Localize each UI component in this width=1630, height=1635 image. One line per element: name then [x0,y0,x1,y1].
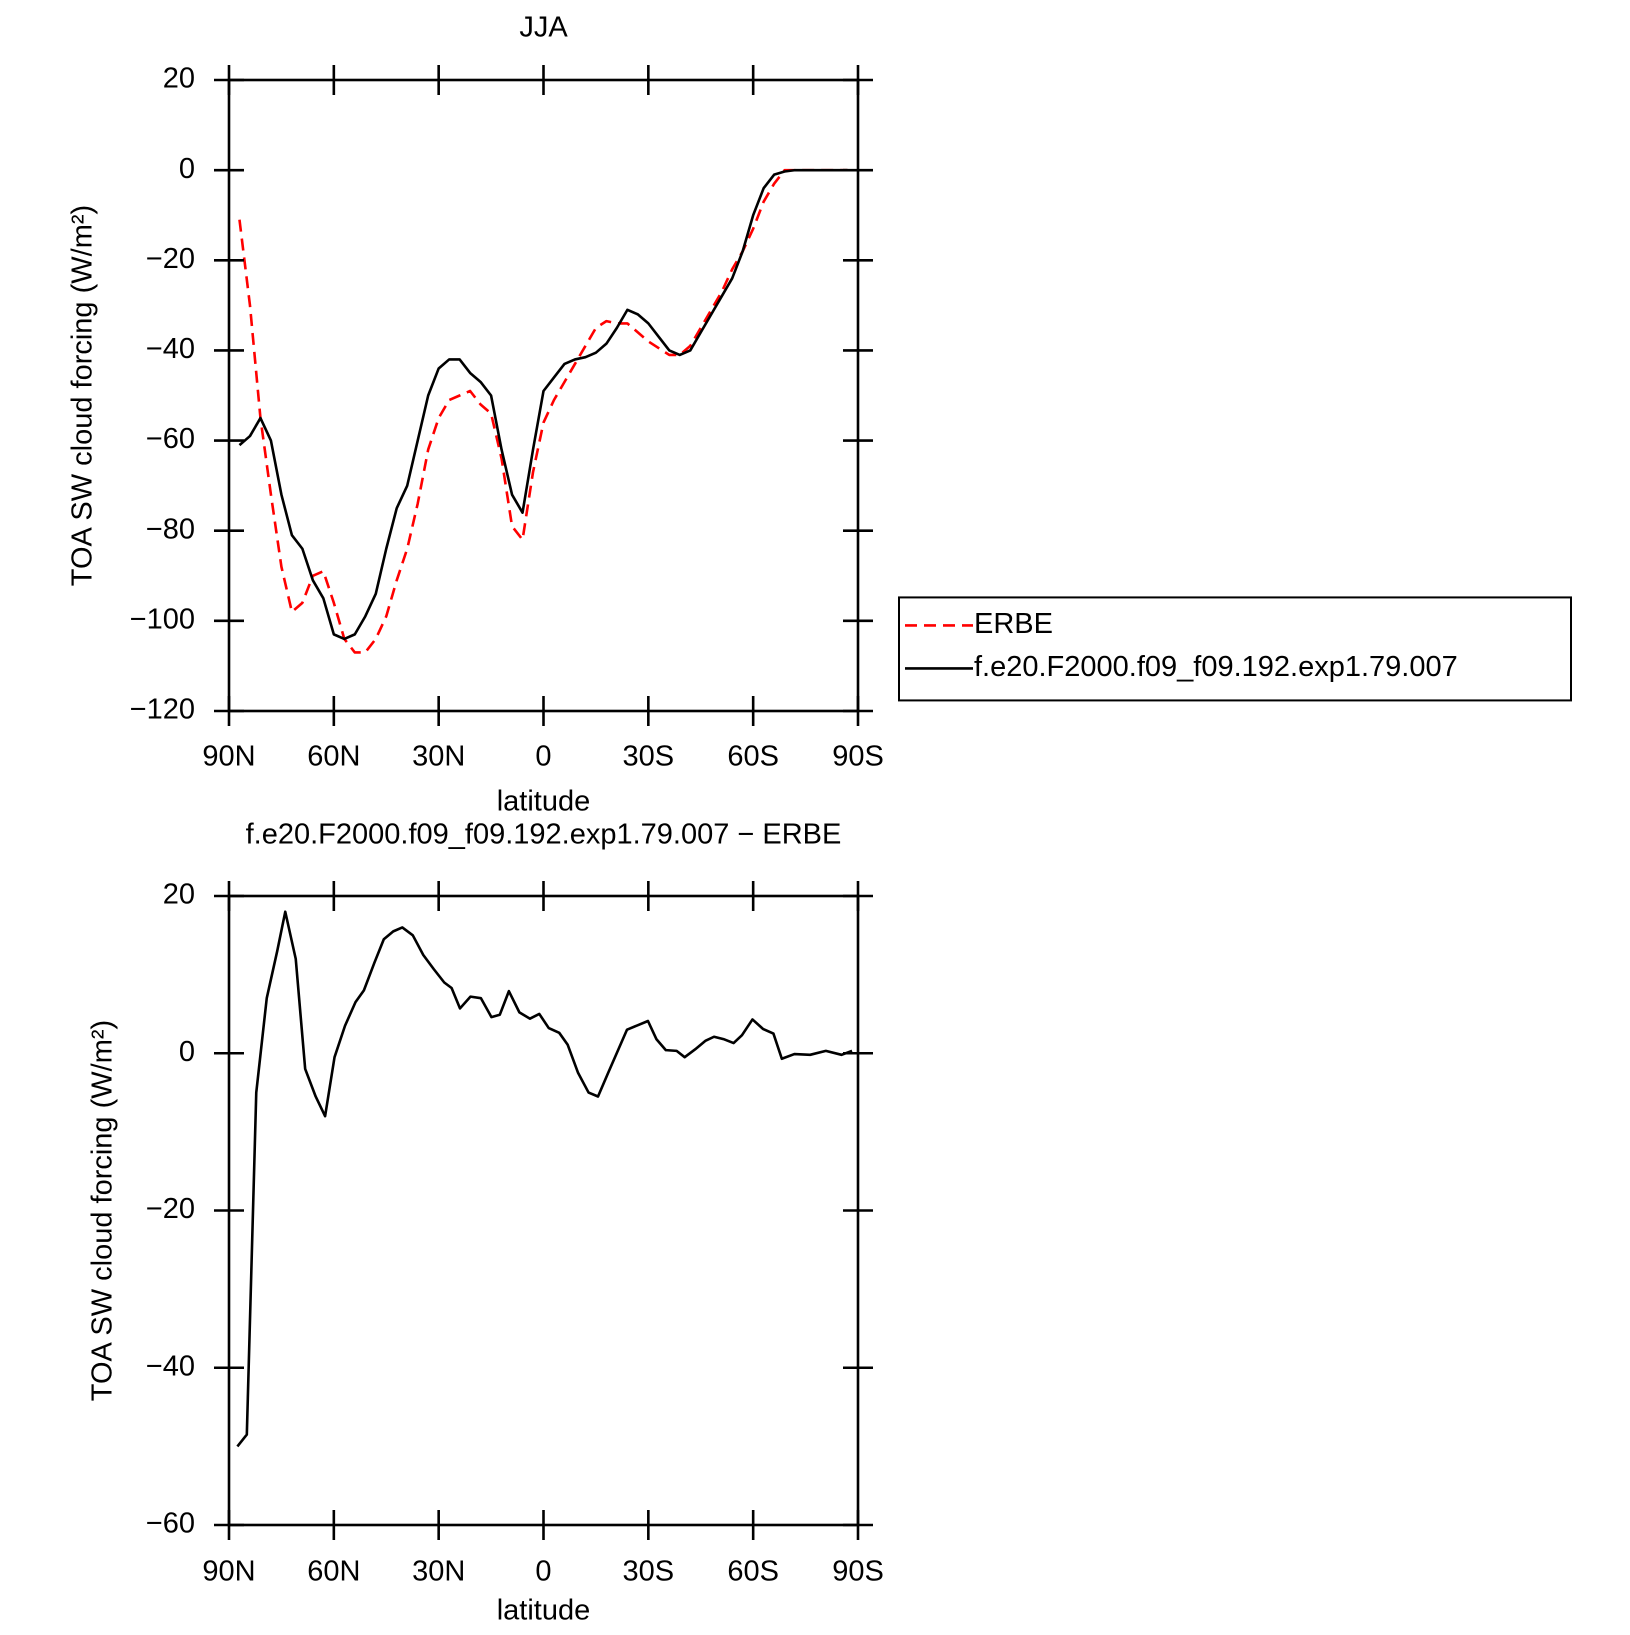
legend-label: f.e20.F2000.f09_f09.192.exp1.79.007 [974,651,1458,683]
x-tick-label: 60N [307,741,360,773]
y-tick-label: −60 [146,423,195,455]
y-tick-label: −100 [130,604,195,636]
y-tick-label: −80 [146,513,195,545]
x-tick-label: 90N [202,741,255,773]
legend-box [898,596,1572,702]
x-tick-label: 0 [535,1556,551,1588]
y-tick-label: −120 [130,694,195,726]
y-tick-label: 20 [163,879,195,911]
data-line [238,168,848,641]
x-tick-label: 60S [727,1556,779,1588]
plot-frame [227,894,860,1527]
y-tick-label: −40 [146,1350,195,1382]
x-tick-label: 30S [623,1556,675,1588]
y-tick-label: −60 [146,1508,195,1540]
data-line [238,168,848,654]
x-tick-label: 0 [535,741,551,773]
y-axis-label: TOA SW cloud forcing (W/m²) [67,205,99,586]
y-tick-label: 0 [179,1036,195,1068]
x-tick-label: 90S [832,1556,884,1588]
x-tick-label: 30N [412,1556,465,1588]
x-tick-label: 30S [623,741,675,773]
x-tick-label: 30N [412,741,465,773]
legend: ERBE f.e20.F2000.f09_f09.192.exp1.79.007 [898,596,1572,702]
y-tick-label: −20 [146,1193,195,1225]
chart-title: f.e20.F2000.f09_f09.192.exp1.79.007 − ER… [246,819,842,851]
x-tick-label: 60S [727,741,779,773]
x-tick-label: 90S [832,741,884,773]
y-tick-label: 20 [163,63,195,95]
data-line [236,910,853,1448]
y-tick-label: −20 [146,243,195,275]
x-tick-label: 90N [202,1556,255,1588]
x-tick-label: 60N [307,1556,360,1588]
x-axis-label: latitude [497,1595,591,1627]
x-axis-label: latitude [497,786,591,818]
chart-title: JJA [519,12,568,44]
legend-label: ERBE [974,608,1053,640]
y-tick-label: 0 [179,153,195,185]
y-tick-label: −40 [146,333,195,365]
y-axis-label: TOA SW cloud forcing (W/m²) [87,1020,119,1401]
